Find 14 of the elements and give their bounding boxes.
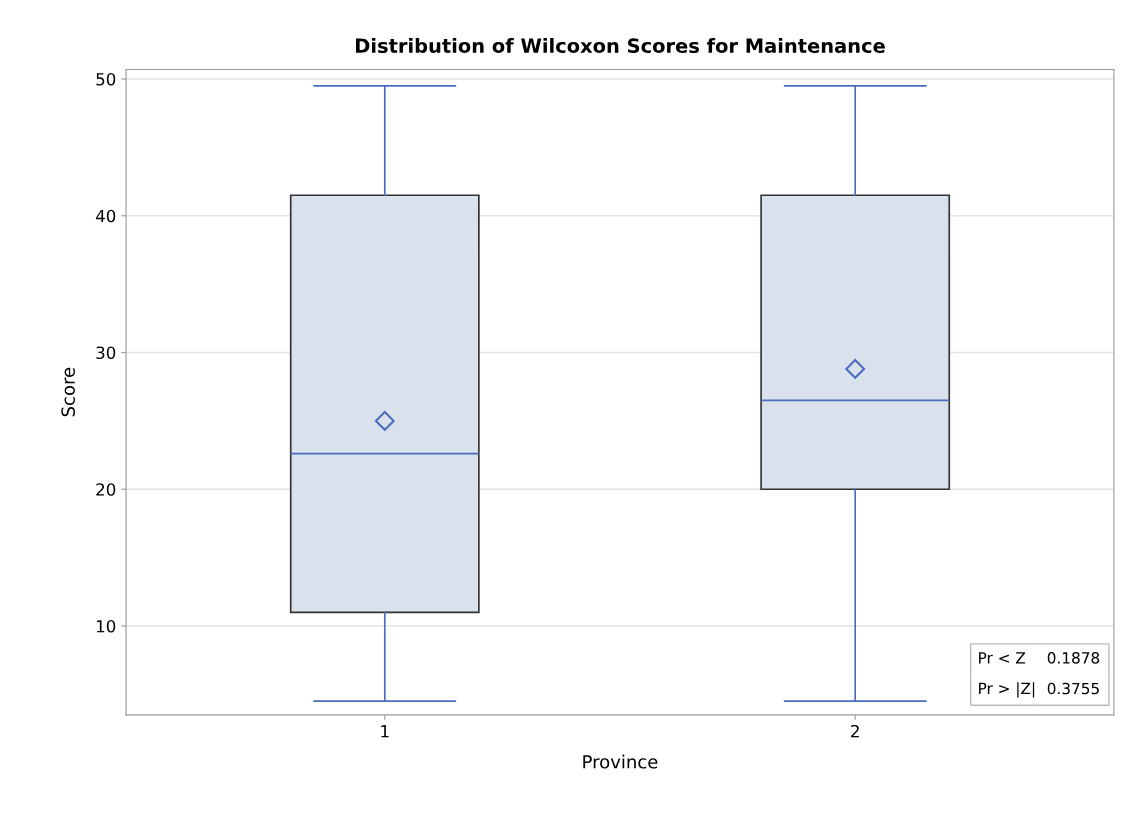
y-axis-title: Score	[61, 367, 75, 417]
y-tick-label: 30	[96, 346, 116, 360]
y-tick-label: 40	[95, 209, 116, 223]
y-tick-label: 20	[96, 483, 116, 496]
annotation: 0.3755	[1047, 682, 1099, 695]
chart-title: Distribution of Wilcoxon Scores for Maintenance	[356, 38, 885, 54]
x-axis-title: Province	[583, 754, 658, 769]
x-tick-label: 1	[381, 725, 389, 738]
y-tick-label: 10	[96, 619, 116, 633]
y-tick-label: 50	[96, 72, 116, 86]
annotation: Pr < Z	[979, 652, 1026, 664]
annotation: Pr > |Z|	[979, 682, 1035, 698]
x-tick-label: 2	[851, 724, 859, 738]
annotation: 0.1878	[1047, 652, 1100, 664]
